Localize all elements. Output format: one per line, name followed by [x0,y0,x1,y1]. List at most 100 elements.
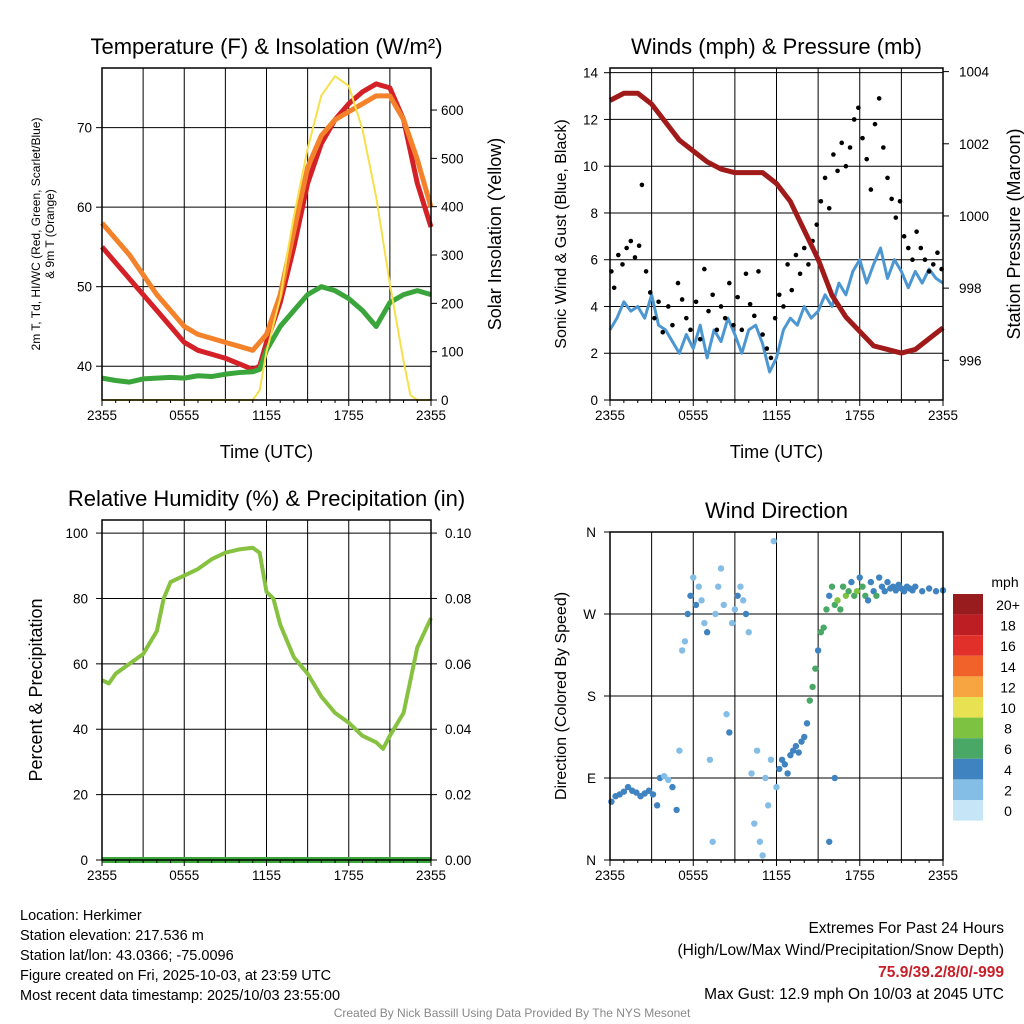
extremes-values: 75.9/39.2/8/0/-999 [878,964,1004,981]
y2-tick-label: 100 [441,345,464,360]
x-tick-label: 0555 [678,868,708,883]
direction-point [845,588,852,595]
direction-point [726,729,733,736]
direction-point [853,588,861,595]
y-tick-label: 40 [77,359,92,374]
direction-point [660,772,668,780]
y-tick-label: 2 [590,346,598,361]
direction-point [801,733,808,741]
gust-point [806,262,811,267]
gust-point [793,252,799,258]
y-tick-label: W [583,607,596,622]
legend-swatch [953,614,983,636]
legend-label: 18 [1000,618,1016,634]
gust-point [918,245,924,251]
legend-label: 8 [1004,721,1012,737]
gust-point [684,315,689,321]
created-text: Figure created on Fri, 2025-10-03, at 23… [20,968,332,984]
direction-point [678,647,686,654]
gust-point [670,322,675,328]
gust-point [675,280,681,286]
gust-point [822,175,828,181]
y2-tick-label: 996 [959,353,982,368]
x-tick-label: 1155 [762,868,791,883]
series-solar [102,75,431,401]
direction-point [856,574,863,581]
y-axis-label: Sonic Wind & Gust (Blue, Black) [553,119,570,348]
direction-point [759,852,766,859]
y-tick-label: 40 [73,722,88,737]
y-tick-label: S [587,689,596,704]
x-tick-label: 1155 [762,408,791,423]
y-tick-label: 50 [77,280,92,295]
gust-point [756,269,761,274]
direction-point [773,783,780,791]
direction-point [809,683,816,691]
direction-point [620,788,628,795]
direction-point [728,619,736,627]
direction-point [776,765,783,773]
gust-point [760,332,765,337]
direction-point [608,798,615,805]
direction-point [873,592,880,599]
direction-point [715,583,722,590]
direction-point [687,592,694,599]
gust-point [872,121,878,127]
direction-point [751,820,758,827]
direction-point [770,537,777,545]
legend-swatch [953,635,983,656]
gust-point [889,196,894,202]
direction-point [795,749,802,756]
y-axis-label: Direction (Colored By Speed) [553,592,570,800]
direction-point [823,606,830,613]
legend-label: 4 [1004,762,1012,778]
y2-tick-label: 400 [441,200,464,215]
series-temp9m [100,93,434,353]
x-tick-label: 0555 [678,408,708,423]
direction-point [740,597,747,604]
y-tick-label: 8 [590,206,598,221]
x-tick-label: 2355 [87,408,117,423]
gust-point [702,266,707,272]
gust-point [665,304,671,309]
gust-point [697,336,703,342]
direction-point [742,610,750,618]
x-tick-label: 0555 [169,408,199,423]
legend-swatch [953,717,983,739]
gust-point [835,168,840,174]
panel-title: Relative Humidity (%) & Precipitation (i… [68,486,465,511]
gust-point [743,271,749,277]
y2-tick-label: 300 [441,248,464,263]
panel-title: Winds (mph) & Pressure (mb) [631,34,922,59]
y-tick-label: 70 [77,121,92,136]
legend-swatch [953,800,983,821]
gust-point [611,285,617,291]
direction-point [792,742,800,750]
legend-swatch [953,676,983,697]
y2-axis-label: Station Pressure (Maroon) [1004,128,1024,339]
y2-tick-label: 200 [441,296,464,311]
legend-swatch [953,758,983,780]
rh-line [101,545,433,751]
x-tick-label: 1755 [334,868,364,883]
y-axis-label: & 9m T (Orange) [43,189,57,279]
direction-point [692,601,700,609]
legend-label: 6 [1004,741,1012,757]
y-tick-label: 80 [73,591,88,606]
legend-label: 2 [1004,782,1012,798]
direction-point [932,588,940,595]
gust-point [620,262,625,267]
gust-point [656,299,661,305]
credit-text: Created By Nick Bassill Using Data Provi… [333,1006,691,1020]
y2-tick-label: 1004 [959,65,990,80]
direction-point [734,592,741,599]
location-text: Location: Herkimer [20,908,142,924]
gust-point [885,175,890,181]
x-tick-label: 1755 [845,408,875,423]
y-tick-label: N [586,853,596,868]
direction-point [684,610,691,618]
direction-point [706,756,714,763]
gust-point [785,262,790,267]
y-tick-label: 12 [583,112,598,127]
